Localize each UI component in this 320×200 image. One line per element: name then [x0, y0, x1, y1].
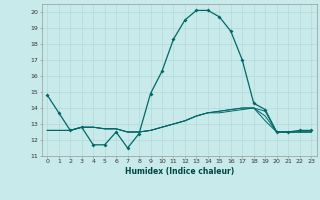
X-axis label: Humidex (Indice chaleur): Humidex (Indice chaleur) [124, 167, 234, 176]
